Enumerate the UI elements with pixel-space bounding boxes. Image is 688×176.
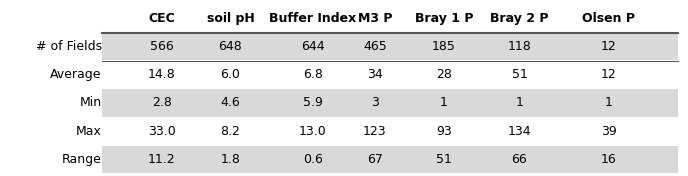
Text: 13.0: 13.0 xyxy=(299,125,327,138)
Text: 644: 644 xyxy=(301,40,325,53)
Text: soil pH: soil pH xyxy=(206,12,255,25)
Text: Average: Average xyxy=(50,68,102,81)
Text: 12: 12 xyxy=(601,68,616,81)
Text: 134: 134 xyxy=(508,125,531,138)
Text: Range: Range xyxy=(62,153,102,166)
Text: Buffer Index: Buffer Index xyxy=(270,12,356,25)
Text: 12: 12 xyxy=(601,40,616,53)
Text: 1: 1 xyxy=(440,96,448,109)
Text: 1: 1 xyxy=(605,96,613,109)
Text: 2.8: 2.8 xyxy=(152,96,171,109)
Text: 465: 465 xyxy=(363,40,387,53)
Text: 123: 123 xyxy=(363,125,387,138)
Text: 39: 39 xyxy=(601,125,616,138)
Text: 14.8: 14.8 xyxy=(148,68,175,81)
Text: 28: 28 xyxy=(436,68,452,81)
Text: 93: 93 xyxy=(436,125,451,138)
Text: Bray 2 P: Bray 2 P xyxy=(490,12,549,25)
Text: 11.2: 11.2 xyxy=(148,153,175,166)
Text: 648: 648 xyxy=(219,40,242,53)
Bar xyxy=(102,33,678,60)
Text: 33.0: 33.0 xyxy=(148,125,175,138)
Text: 8.2: 8.2 xyxy=(221,125,240,138)
Text: 1: 1 xyxy=(515,96,524,109)
Text: 66: 66 xyxy=(512,153,527,166)
Text: 6.0: 6.0 xyxy=(221,68,240,81)
Bar xyxy=(102,146,678,173)
Text: 51: 51 xyxy=(511,68,528,81)
Text: 51: 51 xyxy=(436,153,452,166)
Text: Max: Max xyxy=(76,125,102,138)
Text: 566: 566 xyxy=(150,40,173,53)
Text: 16: 16 xyxy=(601,153,616,166)
Text: # of Fields: # of Fields xyxy=(36,40,102,53)
Text: 4.6: 4.6 xyxy=(221,96,240,109)
Text: Olsen P: Olsen P xyxy=(582,12,636,25)
Text: 185: 185 xyxy=(432,40,455,53)
Text: 34: 34 xyxy=(367,68,383,81)
Text: 0.6: 0.6 xyxy=(303,153,323,166)
Text: 1.8: 1.8 xyxy=(221,153,240,166)
Text: Bray 1 P: Bray 1 P xyxy=(414,12,473,25)
Text: 3: 3 xyxy=(371,96,379,109)
Text: 67: 67 xyxy=(367,153,383,166)
Text: 6.8: 6.8 xyxy=(303,68,323,81)
Text: 118: 118 xyxy=(508,40,531,53)
Text: CEC: CEC xyxy=(149,12,175,25)
Text: Min: Min xyxy=(80,96,102,109)
Bar xyxy=(102,89,678,117)
Text: 5.9: 5.9 xyxy=(303,96,323,109)
Text: M3 P: M3 P xyxy=(358,12,392,25)
